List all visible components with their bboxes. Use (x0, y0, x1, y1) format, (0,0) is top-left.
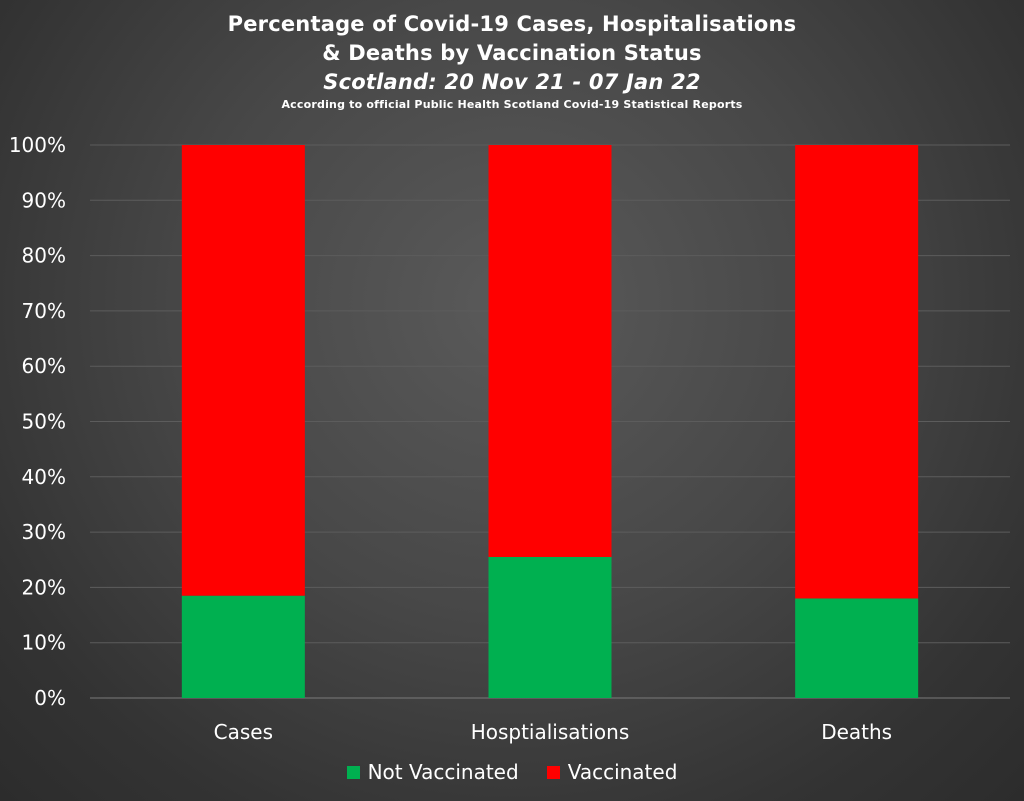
legend-swatch-vaccinated (546, 765, 560, 779)
y-tick-label: 10% (22, 631, 66, 655)
y-tick-label: 80% (22, 244, 66, 268)
bar-not-vaccinated-hosptialisations (488, 556, 612, 698)
bar-not-vaccinated-deaths (795, 598, 919, 698)
legend-label-vaccinated: Vaccinated (567, 760, 678, 784)
chart-subtitle: Scotland: 20 Nov 21 - 07 Jan 22 (323, 70, 701, 94)
bar-not-vaccinated-cases (181, 595, 305, 698)
legend: Not Vaccinated Vaccinated (0, 760, 1024, 784)
bar-vaccinated-cases (181, 145, 305, 596)
chart-title-line2: & Deaths by Vaccination Status (322, 41, 702, 65)
y-tick-label: 40% (22, 465, 66, 489)
y-tick-label: 60% (22, 354, 66, 378)
y-tick-label: 90% (22, 188, 66, 212)
x-category-label: Hosptialisations (471, 720, 630, 744)
chart-title: Percentage of Covid-19 Cases, Hospitalis… (227, 12, 797, 36)
y-tick-label: 50% (22, 410, 66, 434)
bar-vaccinated-deaths (795, 145, 919, 599)
legend-swatch-not-vaccinated (346, 765, 360, 779)
legend-item-vaccinated: Vaccinated (546, 760, 678, 784)
y-tick-label: 70% (22, 299, 66, 323)
legend-label-not-vaccinated: Not Vaccinated (367, 760, 519, 784)
y-tick-label: 100% (9, 133, 66, 157)
x-category-label: Deaths (821, 720, 892, 744)
y-tick-label: 20% (22, 575, 66, 599)
y-tick-label: 30% (22, 520, 66, 544)
title-block: Percentage of Covid-19 Cases, Hospitalis… (0, 10, 1024, 113)
bar-vaccinated-hosptialisations (488, 145, 612, 557)
y-tick-label: 0% (34, 686, 66, 710)
chart-source-note: According to official Public Health Scot… (281, 98, 743, 111)
x-category-label: Cases (214, 720, 273, 744)
legend-item-not-vaccinated: Not Vaccinated (346, 760, 519, 784)
